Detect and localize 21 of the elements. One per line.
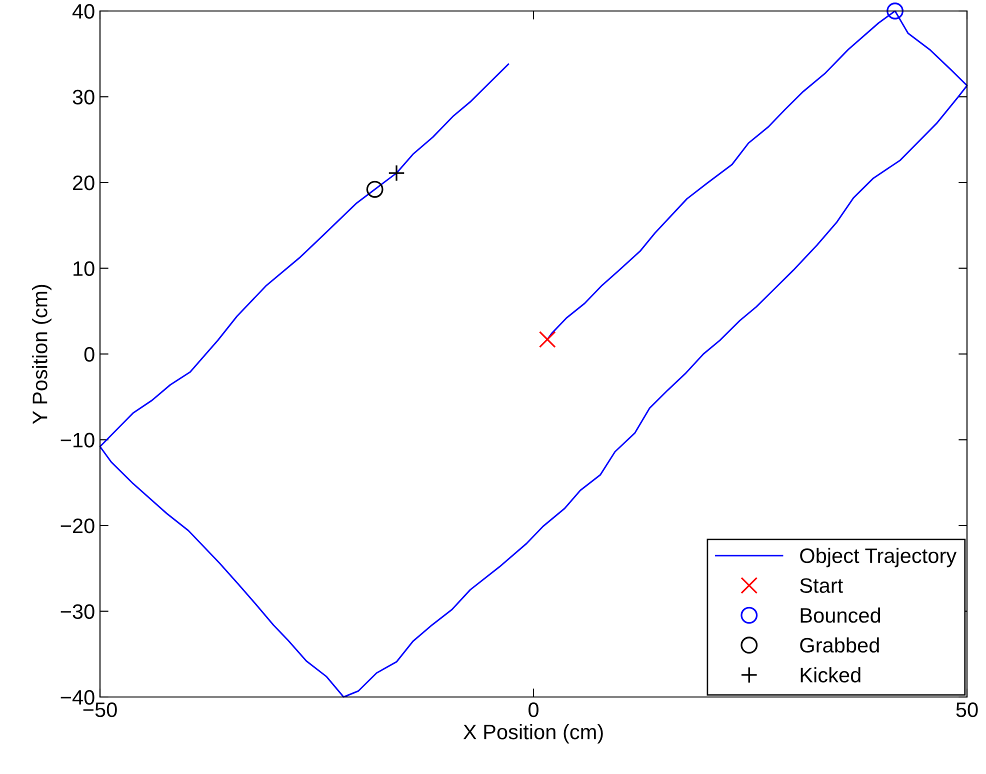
point <box>366 180 384 198</box>
legend-label: Grabbed <box>800 637 879 653</box>
point <box>886 2 904 20</box>
legend-label: Bounced <box>800 607 880 623</box>
y-tick-label: 10 <box>74 261 94 276</box>
y-axis-title: Y Position (cm) <box>32 284 52 424</box>
legend-label: Object Trajectory <box>800 548 957 568</box>
x-tick-label: 0 <box>528 702 538 718</box>
point <box>388 164 405 182</box>
y-tick-label: 20 <box>73 176 94 190</box>
legend-label: Kicked <box>800 667 860 682</box>
point <box>538 330 556 348</box>
y-tick-label: −20 <box>60 518 94 534</box>
x-axis-title: X Position (cm) <box>463 724 603 744</box>
y-tick-label: 40 <box>72 4 94 19</box>
x-tick-label: 50 <box>956 702 978 718</box>
y-tick-label: −30 <box>60 604 94 620</box>
y-tick-label: 0 <box>84 347 94 362</box>
y-tick-label: −10 <box>60 432 94 448</box>
y-tick-label: 30 <box>72 90 94 105</box>
legend-label: Start <box>800 578 843 593</box>
